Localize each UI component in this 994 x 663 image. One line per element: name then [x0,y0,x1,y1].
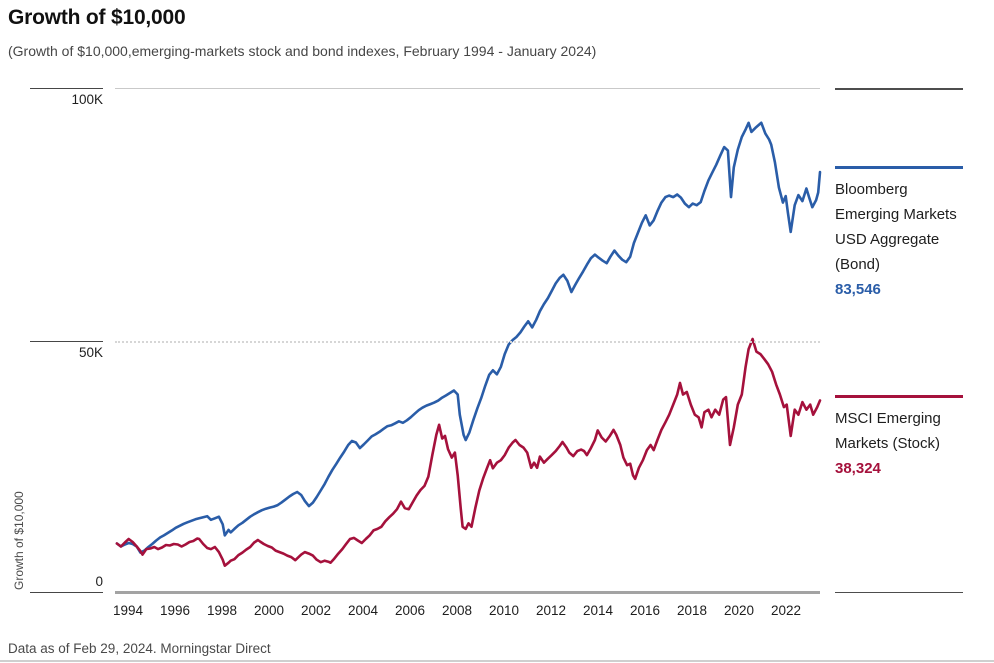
x-axis-label-2020: 2020 [724,603,755,618]
legend-bottom-rule [835,592,963,593]
x-axis-label-1996: 1996 [160,603,191,618]
bond-legend: Bloomberg Emerging Markets USD Aggregate… [835,177,985,302]
x-axis-label-2010: 2010 [489,603,520,618]
x-axis-label-2004: 2004 [348,603,379,618]
x-axis-label-2002: 2002 [301,603,332,618]
x-axis-label-2022: 2022 [771,603,802,618]
bond-final-value: 83,546 [835,281,881,298]
stock-final-value: 38,324 [835,460,881,477]
chart-subtitle: (Growth of $10,000,emerging-markets stoc… [8,43,597,59]
x-axis-label-2006: 2006 [395,603,426,618]
bond-legend-label-line: USD Aggregate [835,231,940,248]
chart-footer: Data as of Feb 29, 2024. Morningstar Dir… [8,641,271,656]
bond-legend-label-line: Emerging Markets [835,206,957,223]
page-title: Growth of $10,000 [8,6,186,29]
y-axis-label-50k: 50K [78,345,103,360]
stock-legend-label-line: MSCI Emerging [835,410,941,427]
stock-legend: MSCI Emerging Markets (Stock) 38,324 [835,406,985,481]
stock-legend-label-line: Markets (Stock) [835,435,941,452]
bond-series-line [115,121,822,554]
x-axis-label-1998: 1998 [207,603,238,618]
gridline-50k [115,341,820,343]
x-axis: 1994 1996 1998 2000 2002 2004 2006 2008 2010 2012… [0,603,994,623]
x-axis-label-1994: 1994 [113,603,144,618]
bond-legend-label-line: Bloomberg [835,181,908,198]
stock-legend-swatch-line [835,395,963,398]
y-tick-rule-0 [30,592,103,593]
x-axis-label-2000: 2000 [254,603,285,618]
bond-legend-swatch-line [835,166,963,169]
x-axis-label-2014: 2014 [583,603,614,618]
x-axis-label-2016: 2016 [630,603,661,618]
y-tick-rule-50k [30,341,103,342]
legend-top-rule [835,88,963,90]
x-axis-label-2012: 2012 [536,603,567,618]
bottom-divider [0,660,994,662]
y-axis-label-100k: 100K [71,92,103,107]
y-axis-label-0: 0 [95,574,103,589]
x-axis-label-2008: 2008 [442,603,473,618]
stock-series-line [115,337,822,568]
y-axis-title: Growth of $10,000 [12,491,26,590]
gridline-100k [115,88,820,89]
x-axis-label-2018: 2018 [677,603,708,618]
bond-legend-label-line: (Bond) [835,256,881,273]
y-tick-rule-100k [30,88,103,89]
x-axis-baseline [115,591,820,594]
